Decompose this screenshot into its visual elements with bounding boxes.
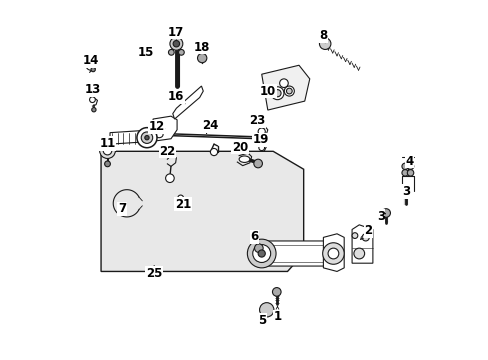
Polygon shape (110, 130, 154, 144)
Text: 18: 18 (194, 41, 210, 54)
Circle shape (258, 145, 264, 150)
Circle shape (104, 161, 110, 167)
Text: 7: 7 (118, 202, 126, 216)
Circle shape (178, 195, 183, 201)
Circle shape (183, 201, 190, 208)
Text: 17: 17 (167, 26, 183, 39)
Circle shape (319, 38, 330, 49)
Text: 10: 10 (259, 85, 276, 98)
Text: 8: 8 (319, 29, 327, 43)
Text: 5: 5 (258, 314, 266, 327)
Polygon shape (261, 241, 326, 266)
Circle shape (154, 123, 164, 133)
Text: 23: 23 (248, 114, 264, 127)
Circle shape (86, 60, 96, 70)
Circle shape (258, 128, 265, 135)
Circle shape (173, 41, 179, 47)
Circle shape (103, 146, 112, 155)
Circle shape (252, 244, 270, 262)
Text: 9: 9 (201, 120, 209, 134)
Text: 3: 3 (401, 185, 409, 199)
Text: 25: 25 (145, 266, 162, 280)
Circle shape (401, 170, 407, 176)
Text: 3: 3 (376, 210, 385, 223)
Text: 22: 22 (159, 145, 175, 158)
Circle shape (100, 143, 115, 158)
Text: 15: 15 (138, 46, 154, 59)
Text: 6: 6 (250, 230, 258, 244)
Circle shape (253, 159, 262, 168)
Circle shape (168, 49, 174, 55)
Circle shape (401, 163, 407, 170)
Circle shape (92, 108, 96, 112)
Circle shape (210, 148, 217, 156)
Circle shape (284, 86, 294, 96)
Polygon shape (323, 234, 344, 271)
Circle shape (254, 244, 263, 252)
Text: 20: 20 (232, 140, 248, 153)
Circle shape (279, 79, 287, 87)
Circle shape (178, 49, 184, 55)
Circle shape (351, 233, 357, 238)
Circle shape (141, 132, 152, 143)
Circle shape (89, 97, 95, 103)
Circle shape (137, 128, 157, 148)
Circle shape (322, 243, 344, 264)
Polygon shape (261, 65, 309, 110)
Circle shape (401, 190, 409, 199)
Text: 13: 13 (85, 83, 101, 97)
Circle shape (407, 163, 413, 170)
Text: 1: 1 (273, 306, 281, 324)
Circle shape (169, 37, 183, 50)
Text: 4: 4 (405, 155, 413, 168)
Text: 24: 24 (202, 119, 218, 132)
Circle shape (272, 288, 281, 296)
Text: 16: 16 (168, 90, 185, 104)
Circle shape (353, 248, 364, 259)
Text: 21: 21 (174, 198, 190, 211)
Circle shape (273, 90, 281, 97)
Circle shape (381, 209, 389, 217)
Polygon shape (172, 86, 203, 119)
Polygon shape (153, 116, 177, 141)
Circle shape (286, 88, 292, 94)
Circle shape (258, 250, 265, 257)
Circle shape (247, 239, 276, 268)
Text: 19: 19 (252, 133, 268, 146)
Circle shape (270, 87, 284, 100)
Circle shape (197, 53, 206, 63)
Circle shape (259, 303, 273, 317)
Circle shape (91, 67, 95, 72)
Text: 14: 14 (82, 54, 99, 67)
Ellipse shape (155, 131, 163, 138)
Text: 2: 2 (360, 224, 371, 239)
Circle shape (327, 248, 338, 259)
Circle shape (144, 135, 149, 140)
Circle shape (165, 174, 174, 183)
Ellipse shape (239, 156, 249, 162)
Circle shape (362, 234, 368, 241)
Circle shape (407, 170, 413, 176)
Text: 12: 12 (148, 121, 164, 134)
Polygon shape (101, 151, 303, 271)
Text: 11: 11 (99, 137, 115, 150)
Polygon shape (351, 225, 372, 263)
